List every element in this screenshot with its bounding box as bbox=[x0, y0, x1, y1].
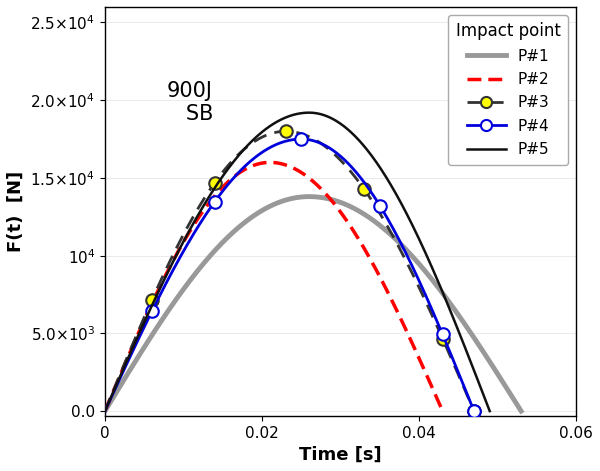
Text: 900J
   SB: 900J SB bbox=[166, 81, 214, 124]
Y-axis label: F(t)  [N]: F(t) [N] bbox=[7, 171, 25, 252]
Legend: P#1, P#2, P#3, P#4, P#5: P#1, P#2, P#3, P#4, P#5 bbox=[448, 15, 568, 165]
X-axis label: Time [s]: Time [s] bbox=[299, 446, 382, 464]
